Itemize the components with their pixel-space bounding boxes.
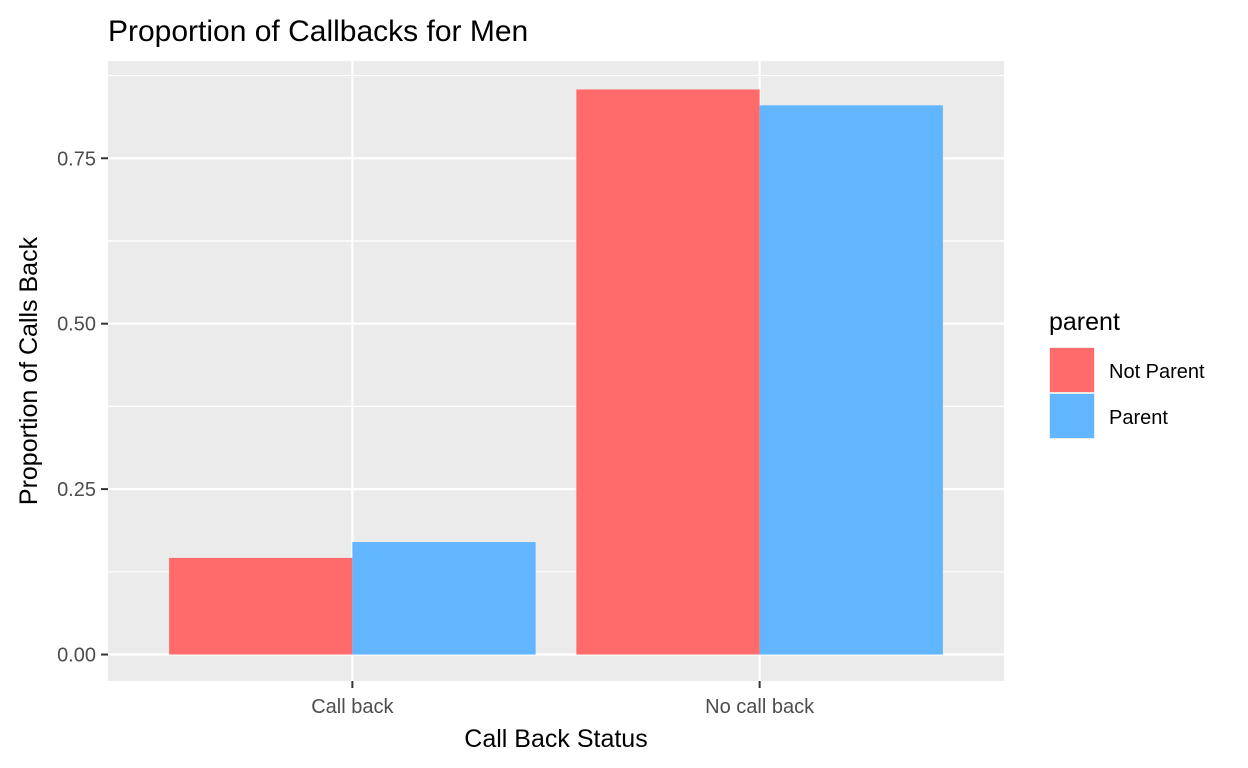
bar-parent xyxy=(352,542,536,655)
y-axis: 0.00 0.25 0.50 0.75 xyxy=(57,148,108,667)
legend-label: Not Parent xyxy=(1109,361,1205,383)
bar-not-parent xyxy=(169,557,353,655)
x-tick-label: No call back xyxy=(705,696,815,718)
y-axis-title: Proportion of Calls Back xyxy=(15,236,43,505)
y-tick-label: 0.00 xyxy=(57,645,96,667)
legend-swatch xyxy=(1050,394,1094,438)
y-tick-label: 0.75 xyxy=(57,148,96,170)
legend: parent Not Parent Parent xyxy=(1049,308,1205,439)
y-tick-label: 0.25 xyxy=(57,479,96,501)
legend-title: parent xyxy=(1049,308,1120,336)
legend-label: Parent xyxy=(1109,407,1168,429)
bar-not-parent xyxy=(576,89,760,655)
x-axis: Call back No call back xyxy=(311,681,815,718)
x-axis-title: Call Back Status xyxy=(464,725,647,753)
y-tick-label: 0.50 xyxy=(57,314,96,336)
bars xyxy=(169,89,943,655)
bar-parent xyxy=(759,105,943,655)
chart-title: Proportion of Callbacks for Men xyxy=(108,15,528,48)
legend-swatch xyxy=(1050,348,1094,392)
x-tick-label: Call back xyxy=(311,696,394,718)
